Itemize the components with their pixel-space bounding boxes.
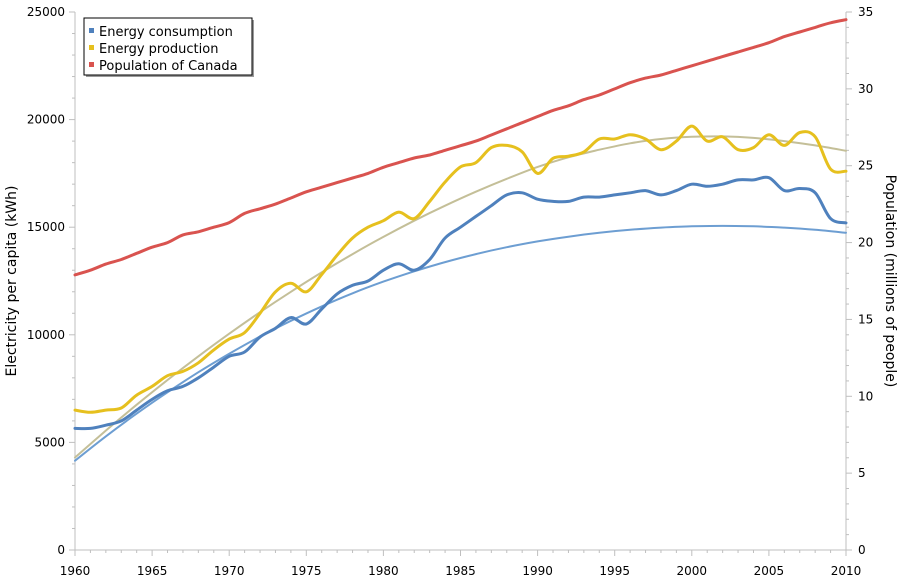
series-line-energy-consumption	[73, 175, 848, 431]
x-tick-label: 1990	[522, 564, 553, 578]
legend-label: Energy production	[99, 42, 218, 57]
x-tick-label: 1960	[60, 564, 91, 578]
y-right-tick-label: 0	[858, 543, 866, 557]
y-right-tick-label: 5	[858, 466, 866, 480]
legend: Energy consumption Energy production Popul…	[83, 17, 254, 77]
series-line-population-of-canada	[73, 18, 848, 277]
y-left-tick-label: 10000	[27, 328, 65, 342]
legend-label: Energy consumption	[99, 25, 233, 40]
legend-swatch	[89, 45, 94, 50]
y-left-axis-title: Electricity per capita (kWh)	[4, 185, 20, 376]
y-right-tick-label: 35	[858, 5, 873, 19]
legend-box	[83, 17, 253, 76]
y-right-tick-label: 10	[858, 389, 873, 403]
y-left-tick-label: 0	[57, 543, 65, 557]
axes: 1960 1965 1970 1975 1980 1985 1990 1995 2000 2005…	[4, 5, 898, 578]
legend-swatch	[89, 28, 94, 33]
series-group	[73, 18, 848, 462]
y-left-tick-label: 15000	[27, 220, 65, 234]
x-tick-label: 1965	[137, 564, 168, 578]
legend-label: Population of Canada	[99, 59, 238, 74]
y-right-tick-label: 20	[858, 236, 873, 250]
y-left-tick-label: 25000	[27, 5, 65, 19]
trend-line	[74, 224, 847, 462]
x-tick-label: 1975	[291, 564, 322, 578]
y-left-tick-label: 5000	[34, 435, 65, 449]
legend-swatch	[89, 62, 94, 67]
x-tick-label: 1970	[214, 564, 245, 578]
trend-line	[74, 135, 847, 459]
y-right-axis-title: Population (millions of people)	[882, 175, 898, 388]
y-left-tick-label: 20000	[27, 113, 65, 127]
x-tick-label: 1985	[445, 564, 476, 578]
y-right-tick-label: 25	[858, 159, 873, 173]
y-right-tick-label: 30	[858, 82, 873, 96]
x-tick-label: 2000	[677, 564, 708, 578]
x-tick-label: 2010	[831, 564, 862, 578]
series-line-energy-production	[73, 124, 848, 414]
y-right-tick-label: 15	[858, 312, 873, 326]
x-tick-label: 2005	[754, 564, 785, 578]
x-tick-label: 1995	[599, 564, 630, 578]
x-tick-label: 1980	[368, 564, 399, 578]
